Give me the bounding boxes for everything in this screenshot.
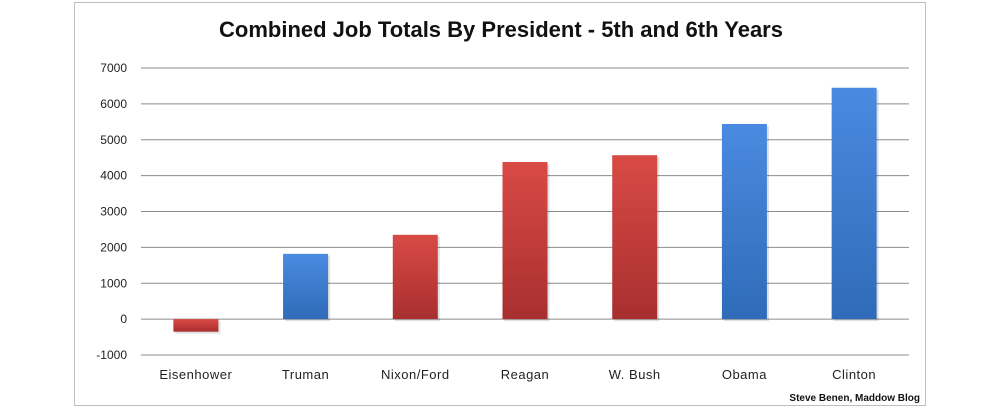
y-tick-label: 6000: [100, 97, 127, 111]
bars: [173, 87, 879, 334]
y-tick-label: 4000: [100, 169, 127, 183]
bar: [612, 155, 658, 320]
x-category-label: Obama: [722, 367, 767, 382]
x-category-label: Reagan: [501, 367, 550, 382]
x-category-label: Truman: [282, 367, 329, 382]
bar: [392, 234, 438, 320]
bar: [721, 123, 767, 320]
x-category-label: Nixon/Ford: [381, 367, 450, 382]
bar: [502, 161, 548, 320]
y-tick-label: -1000: [96, 348, 127, 362]
x-category-label: W. Bush: [609, 367, 661, 382]
chart-frame: Combined Job Totals By President - 5th a…: [74, 2, 926, 406]
y-tick-label: 5000: [100, 133, 127, 147]
x-axis-labels: Eisenhower Truman Nixon/Ford Reagan W. Bush O…: [159, 367, 876, 382]
y-tick-label: 2000: [100, 240, 127, 254]
chart-title: Combined Job Totals By President - 5th a…: [219, 17, 783, 42]
x-category-label: Clinton: [832, 367, 876, 382]
bar: [283, 253, 329, 320]
credit-label: Steve Benen, Maddow Blog: [789, 393, 920, 404]
y-tick-label: 1000: [100, 276, 127, 290]
y-tick-label: 7000: [100, 61, 127, 75]
x-category-label: Eisenhower: [159, 367, 232, 382]
bar: [831, 87, 877, 320]
y-tick-label: 3000: [100, 205, 127, 219]
y-tick-label: 0: [120, 312, 127, 326]
y-axis-ticks: -1000 0 1000 2000 3000 4000 5000 6000 7000: [96, 61, 127, 362]
bar-chart: Combined Job Totals By President - 5th a…: [96, 17, 920, 404]
bar: [173, 319, 219, 332]
